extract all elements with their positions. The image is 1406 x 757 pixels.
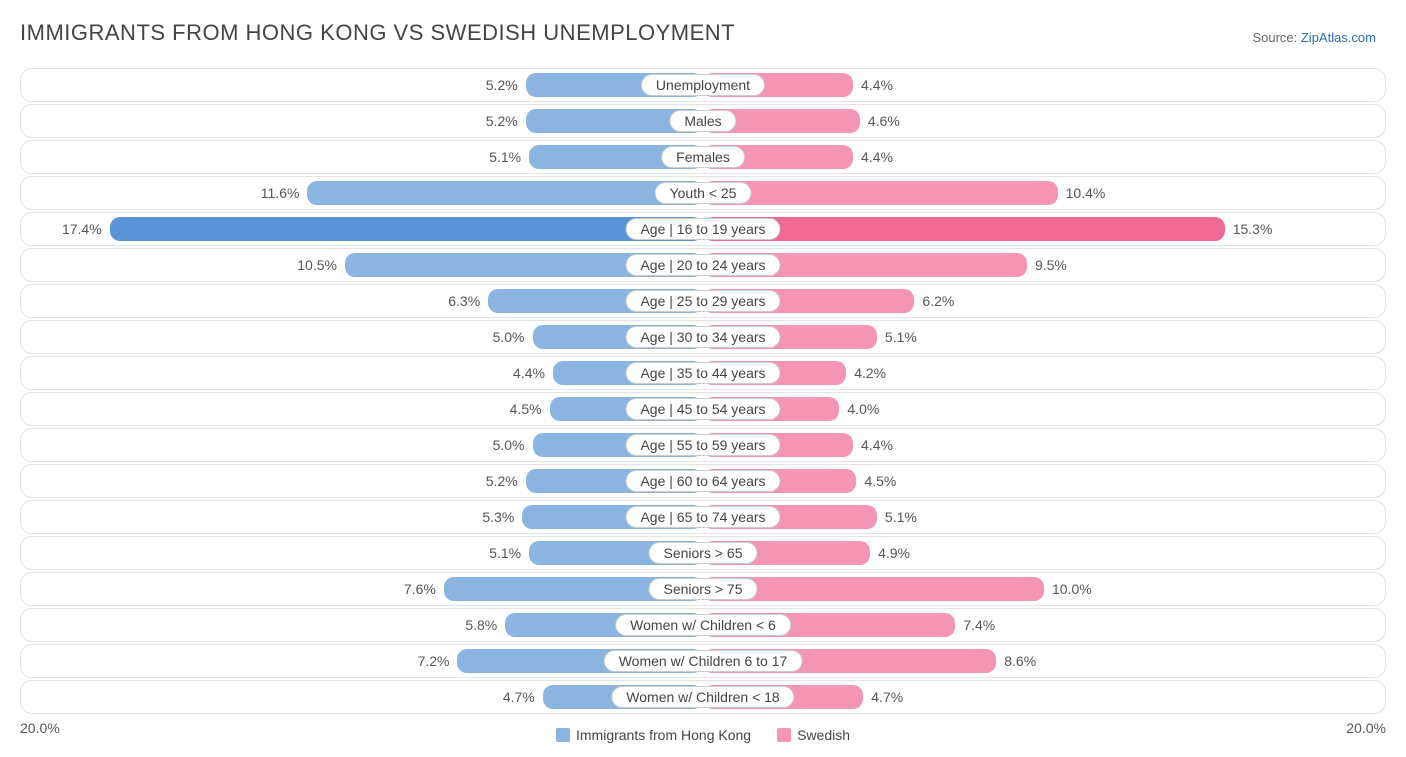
- chart-row: 4.5% 4.0% Age | 45 to 54 years: [20, 392, 1386, 426]
- category-label: Age | 16 to 19 years: [625, 218, 780, 240]
- chart-row: 5.1% 4.9% Seniors > 65: [20, 536, 1386, 570]
- value-left: 10.5%: [297, 257, 337, 273]
- source-prefix: Source:: [1252, 30, 1300, 45]
- category-label: Males: [669, 110, 736, 132]
- category-label: Seniors > 75: [649, 578, 758, 600]
- category-label: Seniors > 65: [649, 542, 758, 564]
- value-left: 4.4%: [513, 365, 545, 381]
- value-left: 7.2%: [418, 653, 450, 669]
- legend-item-right: Swedish: [777, 727, 850, 743]
- value-right: 4.7%: [871, 689, 903, 705]
- value-left: 4.7%: [503, 689, 535, 705]
- source-attribution: Source: ZipAtlas.com: [1252, 30, 1376, 45]
- chart-row: 17.4% 15.3% Age | 16 to 19 years: [20, 212, 1386, 246]
- category-label: Age | 25 to 29 years: [625, 290, 780, 312]
- chart-row: 4.7% 4.7% Women w/ Children < 18: [20, 680, 1386, 714]
- category-label: Females: [661, 146, 745, 168]
- category-label: Age | 20 to 24 years: [625, 254, 780, 276]
- value-left: 6.3%: [448, 293, 480, 309]
- value-right: 4.5%: [864, 473, 896, 489]
- value-right: 10.4%: [1066, 185, 1106, 201]
- category-label: Age | 35 to 44 years: [625, 362, 780, 384]
- value-right: 4.4%: [861, 77, 893, 93]
- value-right: 4.2%: [854, 365, 886, 381]
- value-left: 5.2%: [486, 473, 518, 489]
- chart-row: 5.2% 4.4% Unemployment: [20, 68, 1386, 102]
- chart-row: 5.1% 4.4% Females: [20, 140, 1386, 174]
- category-label: Age | 60 to 64 years: [625, 470, 780, 492]
- value-right: 8.6%: [1004, 653, 1036, 669]
- value-right: 5.1%: [885, 509, 917, 525]
- category-label: Youth < 25: [655, 182, 752, 204]
- value-right: 4.0%: [847, 401, 879, 417]
- chart-row: 5.0% 5.1% Age | 30 to 34 years: [20, 320, 1386, 354]
- value-left: 5.1%: [489, 545, 521, 561]
- value-right: 9.5%: [1035, 257, 1067, 273]
- value-left: 5.3%: [482, 509, 514, 525]
- value-left: 11.6%: [261, 185, 300, 201]
- legend-label-left: Immigrants from Hong Kong: [576, 727, 751, 743]
- chart-row: 11.6% 10.4% Youth < 25: [20, 176, 1386, 210]
- value-right: 4.4%: [861, 437, 893, 453]
- value-right: 6.2%: [922, 293, 954, 309]
- legend-swatch-right: [777, 728, 791, 742]
- value-left: 5.0%: [493, 437, 525, 453]
- chart-row: 7.6% 10.0% Seniors > 75: [20, 572, 1386, 606]
- source-link[interactable]: ZipAtlas.com: [1301, 30, 1376, 45]
- axis-left-label: 20.0%: [20, 720, 60, 736]
- bar-left: [307, 181, 703, 205]
- chart-row: 5.2% 4.5% Age | 60 to 64 years: [20, 464, 1386, 498]
- value-left: 5.2%: [486, 113, 518, 129]
- value-left: 7.6%: [404, 581, 436, 597]
- value-right: 4.4%: [861, 149, 893, 165]
- value-left: 5.0%: [493, 329, 525, 345]
- value-right: 10.0%: [1052, 581, 1092, 597]
- category-label: Age | 45 to 54 years: [625, 398, 780, 420]
- category-label: Unemployment: [641, 74, 765, 96]
- value-right: 4.9%: [878, 545, 910, 561]
- category-label: Age | 30 to 34 years: [625, 326, 780, 348]
- value-right: 7.4%: [963, 617, 995, 633]
- axis-right-label: 20.0%: [1346, 720, 1386, 736]
- value-right: 5.1%: [885, 329, 917, 345]
- category-label: Women w/ Children < 6: [615, 614, 791, 636]
- chart-row: 5.8% 7.4% Women w/ Children < 6: [20, 608, 1386, 642]
- bar-right: [703, 181, 1058, 205]
- chart-area: 5.2% 4.4% Unemployment 5.2% 4.6% Males 5.1% 4.4…: [20, 68, 1386, 736]
- chart-row: 5.2% 4.6% Males: [20, 104, 1386, 138]
- value-right: 4.6%: [868, 113, 900, 129]
- value-right: 15.3%: [1233, 221, 1273, 237]
- chart-row: 5.0% 4.4% Age | 55 to 59 years: [20, 428, 1386, 462]
- legend-label-right: Swedish: [797, 727, 850, 743]
- chart-row: 7.2% 8.6% Women w/ Children 6 to 17: [20, 644, 1386, 678]
- bar-right: [703, 217, 1225, 241]
- category-label: Age | 55 to 59 years: [625, 434, 780, 456]
- value-left: 5.8%: [465, 617, 497, 633]
- legend-item-left: Immigrants from Hong Kong: [556, 727, 751, 743]
- chart-row: 4.4% 4.2% Age | 35 to 44 years: [20, 356, 1386, 390]
- legend: Immigrants from Hong Kong Swedish: [556, 727, 850, 743]
- chart-row: 6.3% 6.2% Age | 25 to 29 years: [20, 284, 1386, 318]
- value-left: 5.2%: [486, 77, 518, 93]
- chart-row: 10.5% 9.5% Age | 20 to 24 years: [20, 248, 1386, 282]
- value-left: 17.4%: [62, 221, 102, 237]
- category-label: Age | 65 to 74 years: [625, 506, 780, 528]
- value-left: 5.1%: [489, 149, 521, 165]
- category-label: Women w/ Children 6 to 17: [604, 650, 803, 672]
- chart-row: 5.3% 5.1% Age | 65 to 74 years: [20, 500, 1386, 534]
- value-left: 4.5%: [510, 401, 542, 417]
- legend-swatch-left: [556, 728, 570, 742]
- bar-left: [110, 217, 703, 241]
- category-label: Women w/ Children < 18: [611, 686, 794, 708]
- chart-title: IMMIGRANTS FROM HONG KONG VS SWEDISH UNE…: [20, 20, 1386, 46]
